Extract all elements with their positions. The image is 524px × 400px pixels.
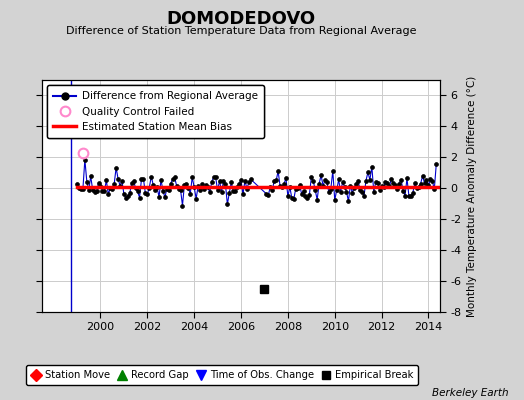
Legend: Station Move, Record Gap, Time of Obs. Change, Empirical Break: Station Move, Record Gap, Time of Obs. C… — [26, 365, 418, 385]
Y-axis label: Monthly Temperature Anomaly Difference (°C): Monthly Temperature Anomaly Difference (… — [467, 75, 477, 317]
Text: Berkeley Earth: Berkeley Earth — [432, 388, 508, 398]
Text: Difference of Station Temperature Data from Regional Average: Difference of Station Temperature Data f… — [66, 26, 416, 36]
Legend: Difference from Regional Average, Quality Control Failed, Estimated Station Mean: Difference from Regional Average, Qualit… — [47, 85, 264, 138]
Text: DOMODEDOVO: DOMODEDOVO — [167, 10, 315, 28]
